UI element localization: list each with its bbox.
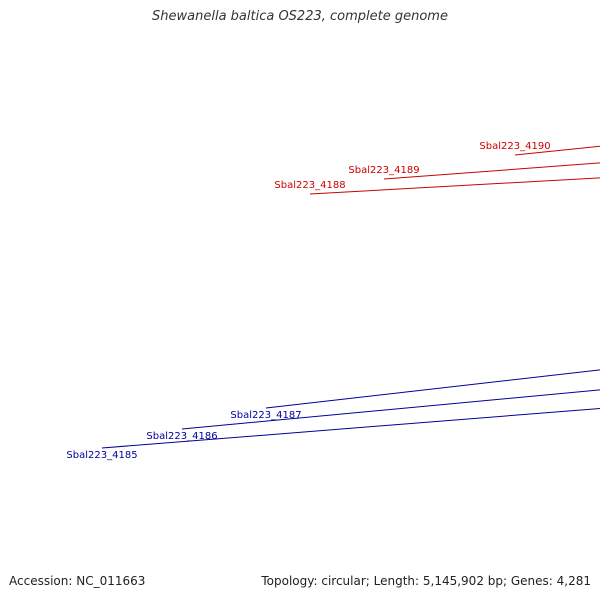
gene-label-sbal223-4188[interactable]: Sbal223_4188: [274, 180, 345, 191]
gene-label-sbal223-4186[interactable]: Sbal223_4186: [146, 431, 217, 442]
label-leader-line: [309, 177, 600, 195]
label-leader-line: [101, 407, 600, 449]
map-title: Shewanella baltica OS223, complete genom…: [152, 9, 448, 24]
gene-label-sbal223-4185[interactable]: Sbal223_4185: [66, 450, 137, 461]
feature-labels: Sbal223_4185 Sbal223_4186 Sbal223_4187 Sbal…: [66, 141, 600, 461]
label-leader-line: [383, 162, 600, 180]
accession-label: Accession: NC_011663: [9, 574, 146, 588]
gene-label-sbal223-4190[interactable]: Sbal223_4190: [479, 141, 550, 152]
genome-summary: Topology: circular; Length: 5,145,902 bp…: [261, 574, 591, 588]
gene-label-sbal223-4187[interactable]: Sbal223_4187: [230, 410, 301, 421]
label-leader-line: [265, 369, 600, 409]
gene-label-sbal223-4189[interactable]: Sbal223_4189: [348, 165, 419, 176]
label-leader-line: [181, 389, 600, 430]
label-leader-line: [514, 145, 600, 156]
